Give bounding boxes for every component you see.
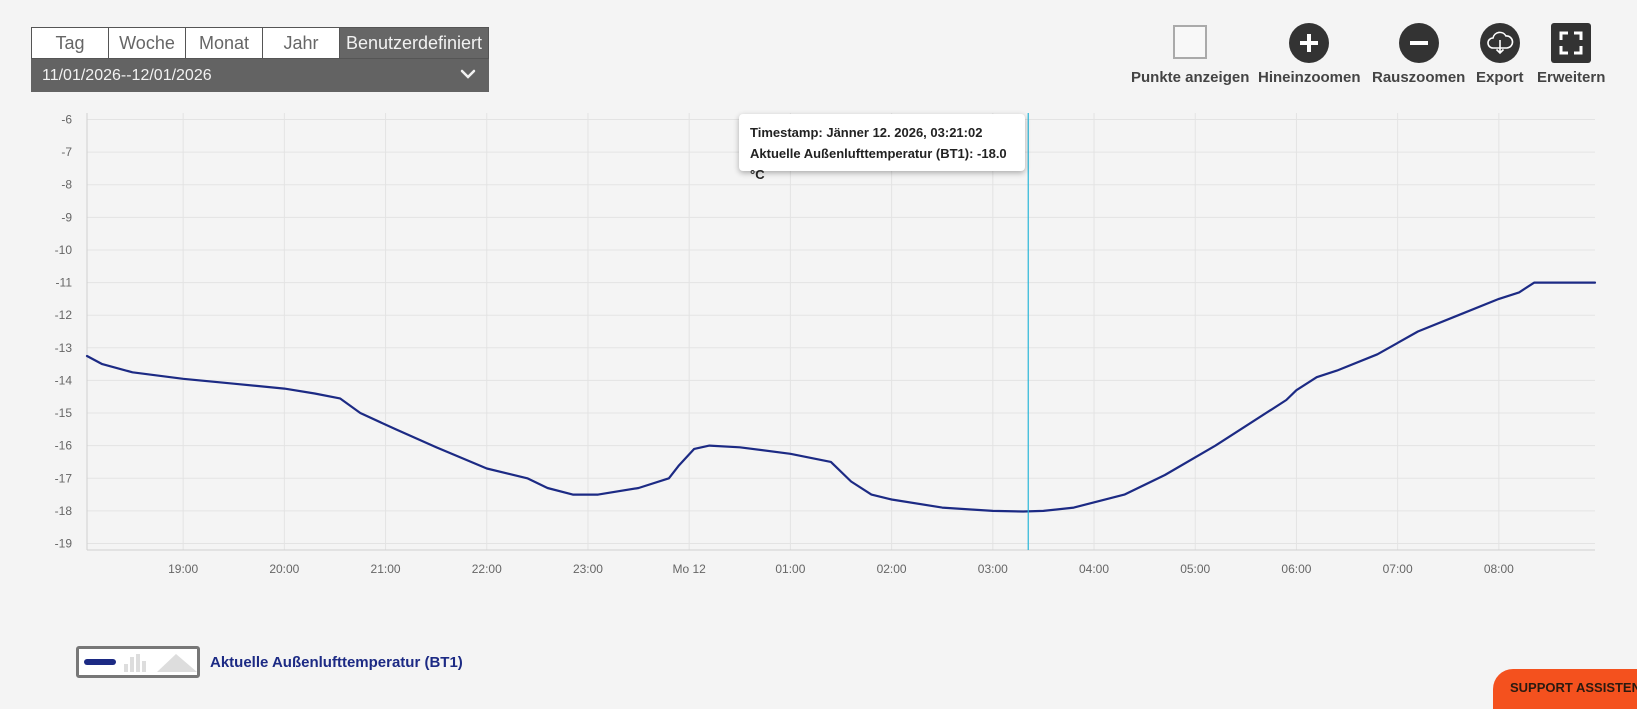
- x-tick-label: 06:00: [1281, 562, 1311, 576]
- legend-series-toggle[interactable]: [76, 646, 200, 678]
- y-tick-label: -7: [61, 145, 72, 159]
- y-tick-label: -10: [55, 243, 73, 257]
- x-tick-label: Mo 12: [673, 562, 707, 576]
- zoom-in-label: Hineinzoomen: [1258, 69, 1361, 86]
- expand-label: Erweitern: [1537, 69, 1606, 86]
- y-tick-label: -15: [55, 406, 73, 420]
- chart-tooltip: Timestamp: Jänner 12. 2026, 03:21:02 Akt…: [739, 114, 1025, 182]
- export-button[interactable]: Export: [1476, 23, 1524, 86]
- x-tick-label: 08:00: [1484, 562, 1514, 576]
- x-tick-label: 07:00: [1383, 562, 1413, 576]
- tooltip-timestamp: Timestamp: Jänner 12. 2026, 03:21:02: [750, 125, 983, 140]
- chart-type-icon: [84, 654, 197, 672]
- legend-item[interactable]: Aktuelle Außenlufttemperatur (BT1): [76, 646, 463, 678]
- x-tick-label: 05:00: [1180, 562, 1210, 576]
- x-tick-label: 19:00: [168, 562, 198, 576]
- expand-button[interactable]: Erweitern: [1537, 23, 1605, 86]
- date-range-select[interactable]: 11/01/2026--12/01/2026: [31, 59, 489, 92]
- show-points-toggle[interactable]: Punkte anzeigen: [1131, 23, 1249, 86]
- y-tick-label: -9: [61, 210, 72, 224]
- tab-week[interactable]: Woche: [109, 28, 186, 58]
- chart-area: -6 -7 -8 -9 -10 -11 -12 -13 -14 -15 -16 -17 -18 -19 1…: [0, 110, 1637, 580]
- zoom-out-button[interactable]: Rauszoomen: [1372, 23, 1465, 86]
- tab-day[interactable]: Tag: [32, 28, 109, 58]
- show-points-label: Punkte anzeigen: [1131, 69, 1250, 86]
- tooltip-value: Aktuelle Außenlufttemperatur (BT1): -18.…: [750, 146, 1007, 182]
- y-tick-label: -8: [61, 178, 72, 192]
- y-tick-label: -11: [56, 276, 73, 290]
- y-tick-label: -16: [55, 439, 73, 453]
- y-tick-label: -6: [61, 113, 72, 127]
- x-tick-label: 02:00: [877, 562, 907, 576]
- cloud-download-icon: [1479, 23, 1520, 63]
- y-tick-label: -12: [55, 308, 73, 322]
- tab-custom[interactable]: Benutzerdefiniert: [340, 28, 488, 58]
- plus-icon: [1289, 23, 1330, 63]
- support-assistant-button[interactable]: SUPPORT ASSISTENT: [1493, 669, 1637, 709]
- y-tick-label: -19: [55, 536, 73, 550]
- show-points-checkbox[interactable]: [1173, 25, 1208, 59]
- date-range-value: 11/01/2026--12/01/2026: [42, 66, 212, 84]
- minus-icon: [1398, 23, 1439, 63]
- export-label: Export: [1476, 69, 1524, 86]
- y-tick-label: -17: [55, 471, 73, 485]
- chevron-down-icon: [460, 69, 476, 79]
- x-tick-label: 20:00: [269, 562, 299, 576]
- x-tick-label: 22:00: [472, 562, 502, 576]
- legend-label: Aktuelle Außenlufttemperatur (BT1): [210, 653, 463, 671]
- x-tick-label: 03:00: [978, 562, 1008, 576]
- x-tick-label: 01:00: [775, 562, 805, 576]
- zoom-in-button[interactable]: Hineinzoomen: [1258, 23, 1361, 86]
- y-tick-label: -13: [55, 341, 73, 355]
- x-tick-label: 21:00: [371, 562, 401, 576]
- series-line: [85, 281, 1597, 513]
- zoom-out-label: Rauszoomen: [1372, 69, 1466, 86]
- y-tick-label: -14: [55, 373, 73, 387]
- range-tabs: Tag Woche Monat Jahr Benutzerdefiniert: [31, 27, 489, 59]
- fullscreen-icon: [1551, 23, 1592, 63]
- tab-month[interactable]: Monat: [186, 28, 263, 58]
- x-tick-label: 04:00: [1079, 562, 1109, 576]
- tab-year[interactable]: Jahr: [263, 28, 340, 58]
- x-tick-label: 23:00: [573, 562, 603, 576]
- y-tick-label: -18: [55, 504, 73, 518]
- line-chart[interactable]: -6 -7 -8 -9 -10 -11 -12 -13 -14 -15 -16 -17 -18 -19 1…: [0, 110, 1637, 580]
